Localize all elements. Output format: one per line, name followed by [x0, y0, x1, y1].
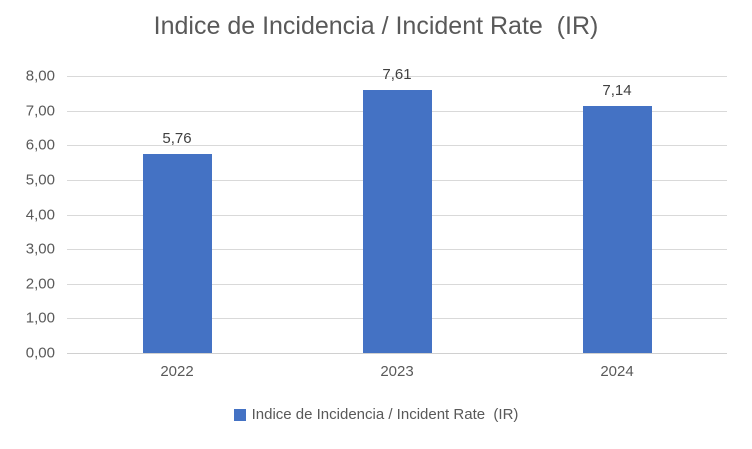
y-axis-tick-label: 5,00 — [25, 171, 55, 189]
bar-2024 — [582, 105, 652, 353]
chart-title: Indice de Incidencia / Incident Rate (IR… — [153, 12, 599, 40]
x-axis-tick-label-2023: 2023 — [380, 363, 414, 380]
data-label-2024: 7,14 — [602, 81, 632, 99]
y-axis-tick-label: 8,00 — [25, 67, 55, 85]
y-axis-tick-label: 3,00 — [25, 240, 55, 258]
y-axis-tick-label: 7,00 — [25, 102, 55, 120]
y-axis-tick-label: 0,00 — [25, 344, 55, 362]
x-axis-line — [67, 353, 727, 354]
gridline — [67, 76, 727, 77]
legend-label: Indice de Incidencia / Incident Rate (IR… — [251, 406, 519, 423]
y-axis-tick-label: 6,00 — [25, 136, 55, 154]
y-axis-tick-label: 1,00 — [25, 309, 55, 327]
bar-2022 — [142, 153, 212, 353]
x-axis-tick-label-2022: 2022 — [160, 363, 194, 380]
data-label-2022: 5,76 — [162, 129, 192, 147]
legend: Indice de Incidencia / Incident Rate (IR… — [0, 406, 752, 423]
y-axis-tick-label: 2,00 — [25, 275, 55, 293]
legend-swatch-icon — [233, 408, 246, 421]
bar-2023 — [362, 89, 432, 353]
data-label-2023: 7,61 — [382, 65, 412, 83]
x-axis-tick-label-2024: 2024 — [600, 363, 634, 380]
y-axis-tick-label: 4,00 — [25, 206, 55, 223]
